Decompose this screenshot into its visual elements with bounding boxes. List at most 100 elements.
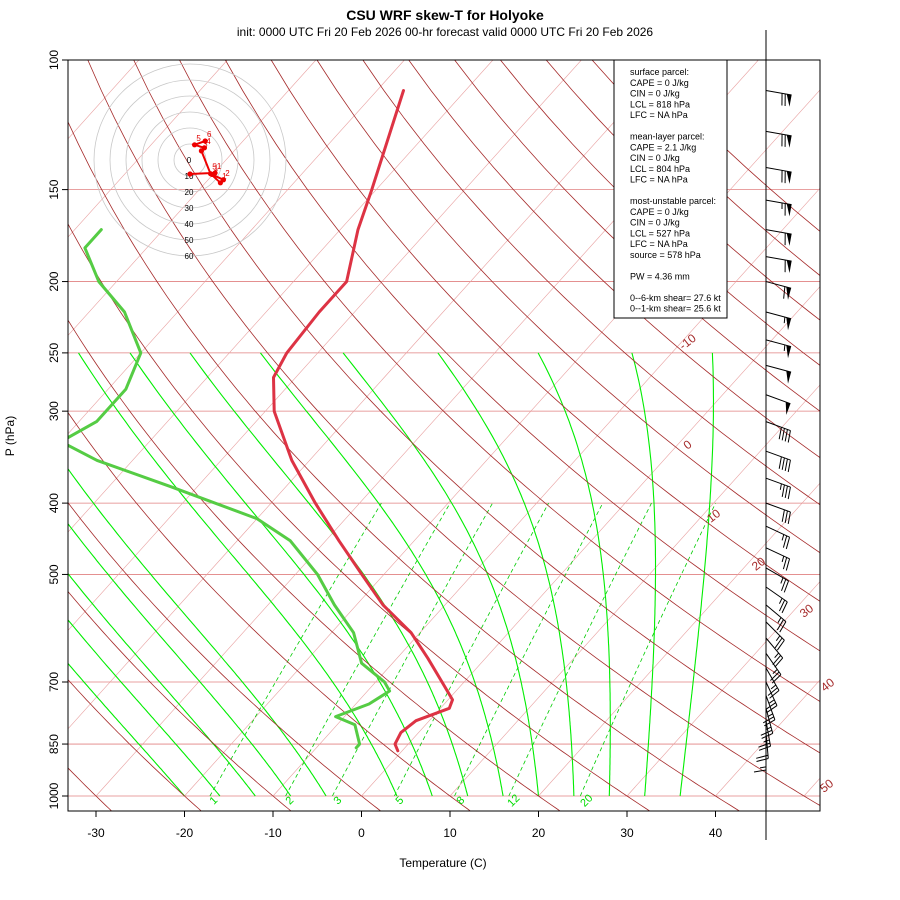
wind-barb-staff <box>765 256 792 262</box>
isotherm-line <box>68 60 405 435</box>
wind-barb-flag <box>778 456 782 469</box>
hodograph-ring <box>141 111 239 209</box>
wind-barb-flag <box>781 601 788 614</box>
wind-barb-half-flag <box>777 617 782 623</box>
wind-barb <box>765 604 787 633</box>
info-line: mean-layer parcel: <box>630 132 705 142</box>
info-line: CIN = 0 J/kg <box>630 218 680 228</box>
wind-barb-flag <box>782 557 788 570</box>
wind-barb <box>753 744 767 773</box>
wind-barb-staff <box>765 477 791 488</box>
y-tick-label: 400 <box>47 493 61 513</box>
hodograph-ring-label: 20 <box>185 188 194 197</box>
dry-adiabat-line <box>68 223 651 811</box>
wind-barb-staff <box>765 653 782 675</box>
info-line: surface parcel: <box>630 67 689 77</box>
wind-barb-pennant <box>786 94 792 107</box>
x-tick-label: 40 <box>709 826 723 840</box>
info-line: CAPE = 0 J/kg <box>630 207 689 217</box>
wind-barb-flag <box>761 732 773 739</box>
isotherm-line <box>626 581 820 797</box>
wind-barb-half-flag <box>781 534 785 541</box>
wind-barb <box>765 130 792 148</box>
wind-barb-half-flag <box>770 684 777 690</box>
wind-barb-flag <box>762 716 775 724</box>
wind-barbs <box>753 89 792 773</box>
wind-barb-flag <box>783 286 786 299</box>
wind-barb <box>765 637 784 668</box>
wind-barb <box>765 525 791 550</box>
moist-adiabat-line <box>679 352 715 797</box>
hodograph-point-label: 4 <box>206 137 211 146</box>
wind-barb-pennant <box>786 370 792 384</box>
hodograph-point-label: 5 <box>196 134 201 143</box>
mixing-ratio-label: 12 <box>505 792 522 809</box>
wind-barb-staff <box>765 311 792 320</box>
dry-adiabat-line <box>68 679 202 811</box>
isotherm-line <box>68 60 494 533</box>
dry-adiabat-line <box>362 60 820 506</box>
wind-barb-half-flag <box>778 598 783 604</box>
wind-barb-staff <box>765 167 792 173</box>
wind-barb-flag <box>784 458 788 472</box>
x-tick-label: 0 <box>358 826 365 840</box>
wind-barb-staff <box>765 720 772 747</box>
dry-adiabat-label: 20 <box>749 554 768 573</box>
moist-adiabat-line <box>68 619 221 797</box>
info-line: source = 578 hPa <box>630 250 701 260</box>
hodograph-ring-label: 0 <box>187 156 192 165</box>
isotherm-line <box>538 482 820 797</box>
x-tick-label: 30 <box>620 826 634 840</box>
wind-barb-staff <box>765 695 776 721</box>
wind-barb-staff <box>765 621 785 641</box>
wind-barb-flag <box>772 655 782 666</box>
hodograph-point-label: 3 <box>203 140 208 149</box>
wind-barb-flag <box>782 535 788 548</box>
wind-barb-flag <box>781 428 785 441</box>
wind-barb <box>765 547 791 571</box>
wind-barb-half-flag <box>772 669 778 675</box>
wind-barb <box>765 256 792 273</box>
isotherm-line <box>68 60 582 631</box>
hodograph-point-label: 5 <box>212 163 217 172</box>
wind-barb-flag <box>753 769 767 773</box>
x-axis: -30 -20 -10 0 10 20 30 40 <box>87 811 722 840</box>
wind-barb <box>765 339 792 359</box>
wind-barb-half-flag <box>768 699 775 704</box>
x-tick-label: 20 <box>532 826 546 840</box>
wind-barb-staff <box>765 421 791 432</box>
wind-barb-staff <box>765 339 792 348</box>
mixing-ratio-line <box>285 502 451 797</box>
isotherm-line <box>715 679 820 797</box>
y-tick-label: 200 <box>47 271 61 291</box>
x-tick-label: -20 <box>176 826 194 840</box>
moist-adiabat-line <box>259 352 504 797</box>
wind-barb-flag <box>767 687 778 696</box>
moist-adiabat-line <box>631 352 657 797</box>
info-line: 0--1-km shear= 25.6 kt <box>630 304 721 314</box>
hodograph-point <box>191 142 198 148</box>
y-tick-label: 700 <box>47 672 61 692</box>
wind-barb-half-flag <box>779 483 782 490</box>
temperature-profile-line <box>272 89 454 753</box>
moist-adiabat-line <box>437 352 575 797</box>
info-line: PW = 4.36 mm <box>630 271 690 281</box>
x-tick-label: -30 <box>87 826 105 840</box>
dry-adiabat-line <box>68 502 382 811</box>
moist-adiabat-line <box>68 467 327 797</box>
dry-adiabat-line <box>68 120 741 811</box>
mixing-ratio-line <box>579 502 716 797</box>
chart-subtitle: init: 0000 UTC Fri 20 Feb 2026 00-hr for… <box>237 25 654 39</box>
isotherm-line <box>68 60 317 336</box>
wind-barb-pennant <box>785 401 791 415</box>
wind-barb <box>765 281 792 300</box>
hodograph-point <box>202 138 208 144</box>
wind-barb-pennant <box>786 260 792 273</box>
mixing-ratio-line <box>454 502 604 797</box>
isobar-lines <box>68 60 820 797</box>
wind-barb <box>765 667 780 699</box>
wind-barb-half-flag <box>783 344 786 351</box>
wind-barb-flag <box>781 509 785 522</box>
